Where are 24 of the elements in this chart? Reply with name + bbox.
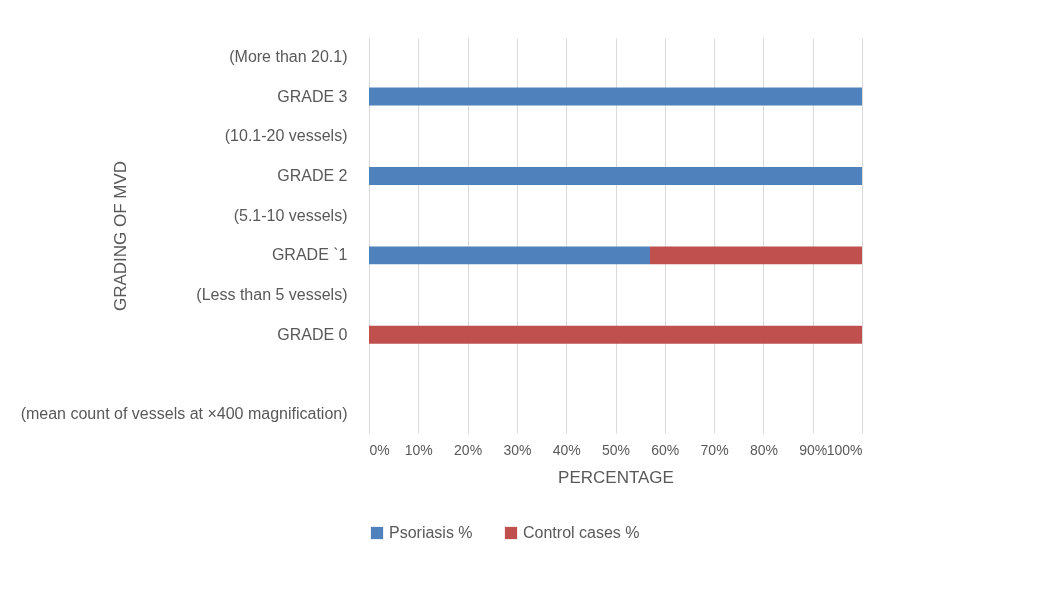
x-tick-label: 90%: [799, 441, 828, 458]
x-tick-label: 60%: [651, 441, 680, 458]
y-tick-label: (10.1-20 vessels): [224, 127, 348, 145]
x-tick-label: 40%: [552, 441, 581, 458]
y-tick-label: (More than 20.1): [229, 47, 348, 65]
x-tick-label: 30%: [503, 441, 532, 458]
y-tick-label: (Less than 5 vessels): [196, 286, 348, 304]
legend-label: Control cases %: [523, 524, 640, 541]
x-tick-label: 80%: [749, 441, 778, 458]
x-tick-label: 70%: [700, 441, 729, 458]
y-tick-label: (5.1-10 vessels): [233, 206, 348, 224]
y-tick-label: GRADE `1: [271, 246, 348, 264]
x-tick-label: 10%: [404, 441, 433, 458]
x-tick-label: 20%: [454, 441, 483, 458]
y-axis-title: GRADING OF MVD: [110, 160, 130, 312]
y-tick-label: GRADE 2: [277, 166, 348, 184]
y-tick-label: GRADE 0: [277, 325, 348, 343]
x-axis-title: PERCENTAGE: [558, 467, 674, 487]
y-tick-label: GRADE 3: [277, 87, 348, 105]
y-tick-label: (mean count of vessels at ×400 magnification): [20, 405, 348, 423]
x-tick-label: 50%: [601, 441, 631, 458]
x-tick-label: 0%: [369, 441, 390, 458]
x-tick-label: 100%: [826, 441, 863, 458]
legend-label: Psoriasis %: [389, 524, 473, 541]
